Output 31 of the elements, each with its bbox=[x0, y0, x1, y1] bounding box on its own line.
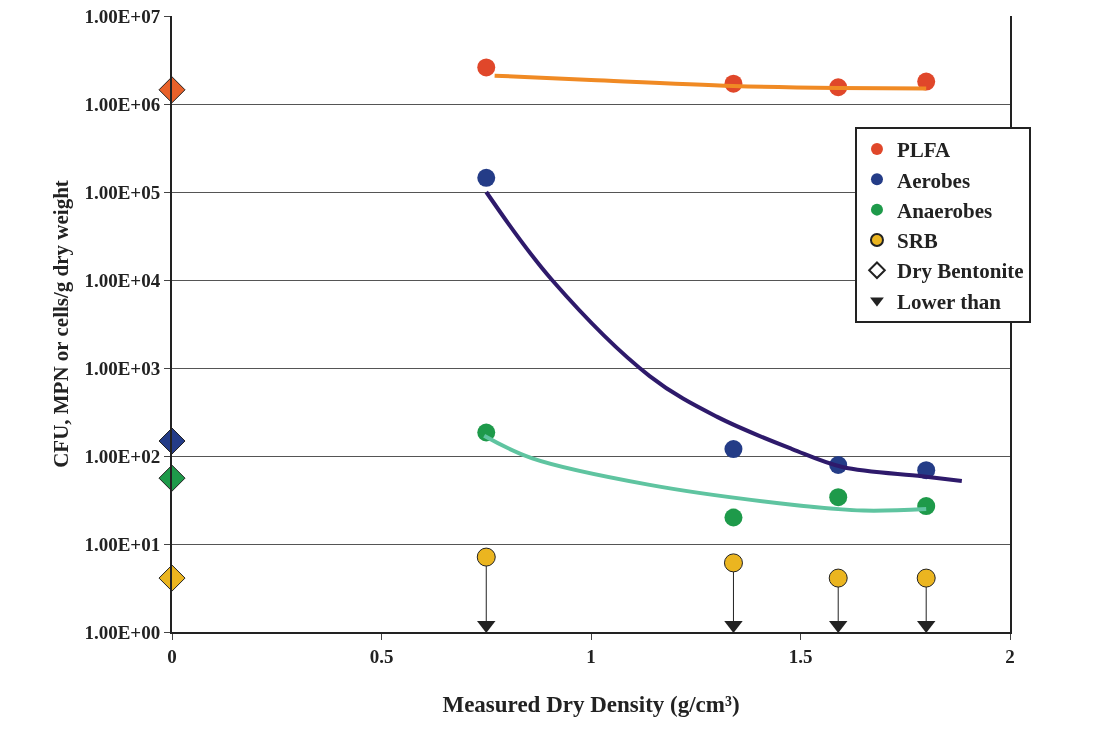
x-axis-title: Measured Dry Density (g/cm³) bbox=[442, 692, 740, 717]
x-tick-label: 0 bbox=[167, 645, 177, 667]
point bbox=[828, 568, 848, 588]
point bbox=[916, 568, 936, 588]
y-tick-label: 1.00E+04 bbox=[84, 269, 161, 291]
y-tick-label: 1.00E+01 bbox=[84, 533, 161, 555]
point bbox=[724, 508, 743, 527]
point bbox=[477, 58, 496, 77]
point bbox=[829, 488, 848, 507]
y-tick-label: 1.00E+06 bbox=[84, 93, 161, 115]
point bbox=[724, 440, 743, 459]
point bbox=[158, 76, 186, 104]
x-tick-label: 2 bbox=[1005, 645, 1015, 667]
legend-label: SRB bbox=[896, 229, 938, 254]
y-axis-title: CFU, MPN or cells/g dry weight bbox=[49, 180, 74, 468]
legend-label: Lower than bbox=[896, 289, 1002, 314]
y-tick-label: 1.00E+02 bbox=[84, 445, 161, 467]
y-tick-label: 1.00E+03 bbox=[84, 357, 161, 379]
y-tick-label: 1.00E+07 bbox=[84, 5, 161, 27]
legend-label: Dry Bentonite bbox=[896, 259, 1024, 284]
point bbox=[723, 553, 743, 573]
legend-label: Anaerobes bbox=[896, 198, 993, 223]
x-tick-label: 1.5 bbox=[788, 645, 813, 667]
point bbox=[476, 547, 496, 567]
x-tick-label: 1 bbox=[586, 645, 596, 667]
x-tick-label: 0.5 bbox=[369, 645, 394, 667]
legend-label: Aerobes bbox=[896, 168, 971, 193]
y-tick-label: 1.00E+05 bbox=[84, 181, 161, 203]
point bbox=[477, 168, 496, 187]
legend-label: PLFA bbox=[896, 138, 952, 163]
y-tick-label: 1.00E+00 bbox=[84, 621, 161, 643]
